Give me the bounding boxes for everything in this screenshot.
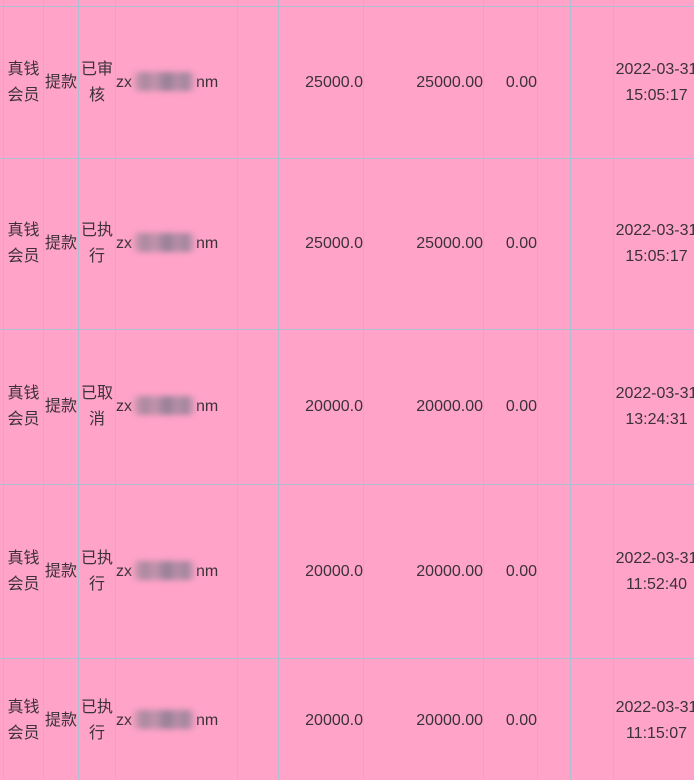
withdraw-amount-cell: 20000.0 bbox=[278, 484, 364, 659]
withdraw-amount-cell: 25000.0 bbox=[278, 6, 364, 159]
empty-cell bbox=[537, 6, 571, 159]
datetime-cell: 2022-03-31 15:05:17 bbox=[613, 158, 694, 330]
username-redacted-blur bbox=[133, 396, 195, 415]
username-suffix: nm bbox=[196, 712, 219, 729]
status-cell: 已执行 bbox=[78, 158, 116, 330]
actual-amount-cell: 20000.00 bbox=[363, 484, 484, 659]
member-type-cell: 真钱会员 bbox=[3, 484, 44, 659]
username-cell: zx nm bbox=[115, 158, 238, 330]
actual-amount-cell: 20000.00 bbox=[363, 329, 484, 485]
empty-cell bbox=[570, 6, 614, 159]
fee-cell: 0.00 bbox=[483, 658, 538, 780]
withdraw-amount-cell: 25000.0 bbox=[278, 158, 364, 330]
username-redacted-blur bbox=[133, 233, 195, 252]
username-suffix: nm bbox=[196, 398, 219, 415]
datetime-cell: 2022-03-31 13:24:31 bbox=[613, 329, 694, 485]
empty-cell bbox=[237, 158, 279, 330]
username-prefix: zx bbox=[116, 73, 133, 91]
username-redacted-blur bbox=[133, 710, 195, 729]
datetime-cell: 2022-03-31 15:05:17 bbox=[613, 6, 694, 159]
status-cell: 已执行 bbox=[78, 658, 116, 780]
username-prefix: zx bbox=[116, 562, 133, 580]
fee-cell: 0.00 bbox=[483, 484, 538, 659]
withdraw-amount-cell: 20000.0 bbox=[278, 658, 364, 780]
username-suffix: nm bbox=[196, 562, 219, 580]
transaction-type-cell: 提款 bbox=[43, 329, 79, 485]
status-cell: 已执行 bbox=[78, 484, 116, 659]
username-suffix: nm bbox=[196, 73, 219, 91]
username-prefix: zx bbox=[116, 398, 133, 415]
empty-cell bbox=[570, 484, 614, 659]
fee-cell: 0.00 bbox=[483, 329, 538, 485]
withdrawal-row: 真钱会员 提款 已执行 zx nm 20000.0 20000.00 0.00 2… bbox=[0, 658, 694, 780]
fee-cell: 0.00 bbox=[483, 158, 538, 330]
member-type-cell: 真钱会员 bbox=[3, 329, 44, 485]
empty-cell bbox=[570, 158, 614, 330]
empty-cell bbox=[570, 329, 614, 485]
withdrawal-row: 真钱会员 提款 已执行 zx nm 20000.0 20000.00 0.00 2… bbox=[0, 484, 694, 659]
fee-cell: 0.00 bbox=[483, 6, 538, 159]
empty-cell bbox=[237, 484, 279, 659]
transaction-type-cell: 提款 bbox=[43, 158, 79, 330]
username-cell: zx nm bbox=[115, 6, 238, 159]
username-cell: zx nm bbox=[115, 658, 238, 780]
datetime-cell: 2022-03-31 11:15:07 bbox=[613, 658, 694, 780]
username-redacted-blur bbox=[133, 560, 195, 580]
status-cell: 已取消 bbox=[78, 329, 116, 485]
transaction-type-cell: 提款 bbox=[43, 658, 79, 780]
empty-cell bbox=[537, 658, 571, 780]
member-type-cell: 真钱会员 bbox=[3, 158, 44, 330]
username-suffix: nm bbox=[196, 235, 219, 252]
withdrawal-row: 真钱会员 提款 已取消 zx nm 20000.0 20000.00 0.00 2… bbox=[0, 329, 694, 485]
withdraw-amount-cell: 20000.0 bbox=[278, 329, 364, 485]
transaction-type-cell: 提款 bbox=[43, 6, 79, 159]
withdrawal-row: 真钱会员 提款 已执行 zx nm 25000.0 25000.00 0.00 2… bbox=[0, 158, 694, 330]
empty-cell bbox=[537, 158, 571, 330]
withdrawal-row: 真钱会员 提款 已审核 zx nm 25000.0 25000.00 0.00 2… bbox=[0, 6, 694, 159]
empty-cell bbox=[237, 6, 279, 159]
empty-cell bbox=[537, 329, 571, 485]
actual-amount-cell: 25000.00 bbox=[363, 158, 484, 330]
empty-cell bbox=[537, 484, 571, 659]
empty-cell bbox=[237, 658, 279, 780]
username-redacted-blur bbox=[133, 71, 195, 91]
username-prefix: zx bbox=[116, 235, 133, 252]
status-cell: 已审核 bbox=[78, 6, 116, 159]
empty-cell bbox=[570, 658, 614, 780]
username-cell: zx nm bbox=[115, 484, 238, 659]
actual-amount-cell: 20000.00 bbox=[363, 658, 484, 780]
member-type-cell: 真钱会员 bbox=[3, 658, 44, 780]
actual-amount-cell: 25000.00 bbox=[363, 6, 484, 159]
datetime-cell: 2022-03-31 11:52:40 bbox=[613, 484, 694, 659]
username-cell: zx nm bbox=[115, 329, 238, 485]
transaction-type-cell: 提款 bbox=[43, 484, 79, 659]
username-prefix: zx bbox=[116, 712, 133, 729]
member-type-cell: 真钱会员 bbox=[3, 6, 44, 159]
empty-cell bbox=[237, 329, 279, 485]
